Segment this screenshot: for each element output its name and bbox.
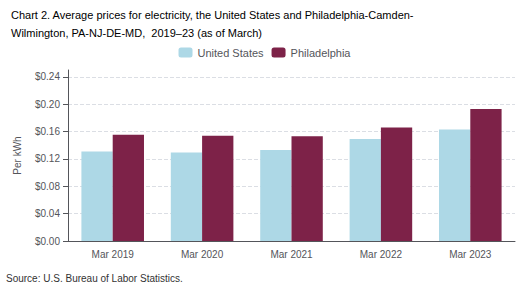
svg-text:Per kWh: Per kWh [12, 136, 23, 174]
svg-text:Mar 2022: Mar 2022 [360, 249, 403, 260]
svg-text:Mar 2020: Mar 2020 [181, 249, 224, 260]
svg-text:$0.00: $0.00 [35, 236, 60, 247]
svg-text:Mar 2019: Mar 2019 [92, 249, 135, 260]
svg-text:Mar 2023: Mar 2023 [449, 249, 492, 260]
svg-text:$0.12: $0.12 [35, 153, 60, 164]
svg-text:$0.08: $0.08 [35, 181, 60, 192]
svg-text:$0.04: $0.04 [35, 208, 60, 219]
svg-text:$0.24: $0.24 [35, 71, 60, 82]
svg-text:$0.16: $0.16 [35, 126, 60, 137]
svg-text:Chart 2. Average prices for el: Chart 2. Average prices for electricity,… [11, 9, 414, 21]
svg-text:Mar 2021: Mar 2021 [270, 249, 313, 260]
svg-text:Source: U.S. Bureau of Labor S: Source: U.S. Bureau of Labor Statistics. [6, 273, 183, 284]
svg-text:Philadelphia: Philadelphia [291, 47, 352, 59]
svg-text:$0.20: $0.20 [35, 99, 60, 110]
svg-text:United States: United States [198, 47, 265, 59]
svg-text:Wilmington, PA-NJ-DE-MD, 2019: Wilmington, PA-NJ-DE-MD, 2019–23 (as of … [11, 27, 262, 39]
